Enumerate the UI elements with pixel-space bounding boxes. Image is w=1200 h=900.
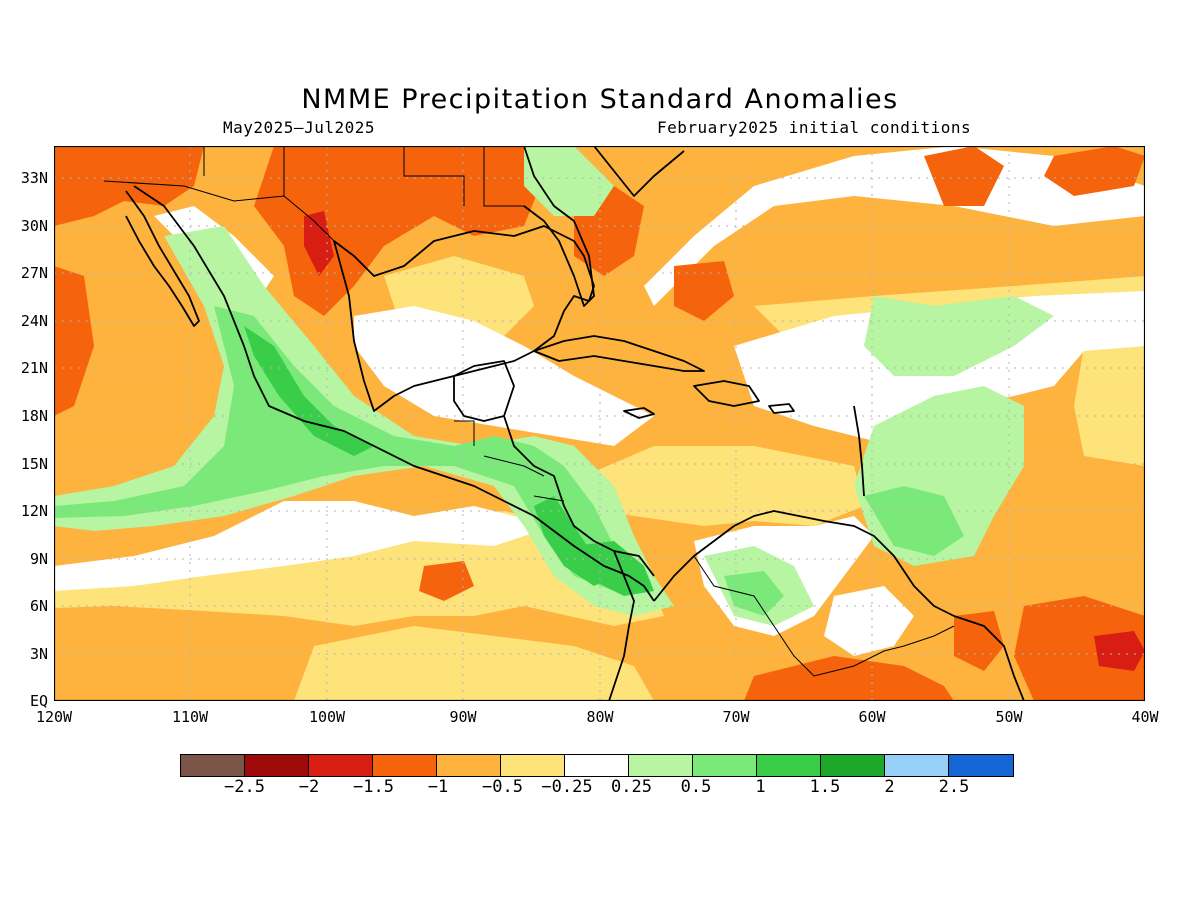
colorbar-swatch bbox=[885, 755, 949, 776]
lat-lon-grid bbox=[54, 146, 1145, 701]
zone-orange-amazon bbox=[744, 656, 954, 701]
colorbar-swatch bbox=[629, 755, 693, 776]
colorbar-label: −1 bbox=[427, 777, 449, 797]
lat-tick-label: 30N bbox=[20, 217, 48, 235]
border-us-mexico bbox=[103, 180, 335, 242]
lat-tick-label: 18N bbox=[20, 407, 48, 425]
lon-tick-label: 90W bbox=[449, 708, 477, 726]
lon-tick-label: 60W bbox=[858, 708, 886, 726]
chart-title: NMME Precipitation Standard Anomalies bbox=[301, 84, 899, 115]
colorbar-swatch bbox=[309, 755, 373, 776]
colorbar-label: 1.5 bbox=[809, 777, 841, 797]
anomaly-map bbox=[54, 146, 1145, 701]
colorbar-swatch bbox=[949, 755, 1013, 776]
forecast-period: May2025–Jul2025 bbox=[223, 118, 375, 137]
lat-tick-label: EQ bbox=[29, 692, 48, 710]
colorbar-label: 0.25 bbox=[611, 777, 652, 797]
zone-orange-bahamas bbox=[674, 261, 734, 321]
zone-white-central-pacific bbox=[54, 501, 554, 591]
zone-green-light-florida bbox=[524, 146, 614, 216]
coastlines bbox=[125, 146, 1025, 701]
colorbar-swatch bbox=[565, 755, 629, 776]
coastline-cuba bbox=[533, 335, 705, 372]
zone-red-east-atlantic bbox=[1094, 631, 1145, 671]
zone-green-light-atlantic-north bbox=[864, 296, 1054, 376]
border-central-america bbox=[454, 420, 565, 502]
country-borders bbox=[103, 146, 955, 677]
zone-green-strong-mexico bbox=[244, 326, 374, 456]
lat-tick-label: 6N bbox=[29, 597, 48, 615]
coastline-mexico-pacific bbox=[133, 185, 655, 602]
colorbar-label: −0.5 bbox=[482, 777, 523, 797]
colorbar-label: −2.5 bbox=[224, 777, 265, 797]
coastline-hispaniola bbox=[693, 380, 760, 407]
lon-tick-label: 40W bbox=[1131, 708, 1159, 726]
coastline-south-america-north bbox=[653, 510, 1025, 701]
map-frame bbox=[54, 146, 1145, 701]
colorbar-label: 0.5 bbox=[680, 777, 712, 797]
lat-tick-label: 15N bbox=[20, 455, 48, 473]
zone-green-medium-venezuela bbox=[724, 571, 784, 616]
lat-tick-label: 27N bbox=[20, 264, 48, 282]
zone-pale-yellow-east bbox=[1074, 341, 1145, 466]
lon-tick-label: 80W bbox=[586, 708, 614, 726]
initial-conditions: February2025 initial conditions bbox=[657, 118, 972, 137]
zone-orange-west-coast bbox=[54, 266, 94, 416]
colorbar-swatch bbox=[181, 755, 245, 776]
coastline-central-america-caribbean bbox=[503, 415, 655, 577]
zone-orange-atlantic-north-2 bbox=[1044, 146, 1145, 196]
zone-white-gulf-mexico bbox=[354, 306, 654, 446]
lat-tick-label: 24N bbox=[20, 312, 48, 330]
lat-tick-label: 33N bbox=[20, 169, 48, 187]
zone-orange-southwest bbox=[54, 146, 204, 226]
lon-tick-label: 120W bbox=[35, 708, 73, 726]
colorbar-label: 2.5 bbox=[938, 777, 970, 797]
lon-tick-label: 70W bbox=[722, 708, 750, 726]
colorbar-label: −0.25 bbox=[541, 777, 593, 797]
zone-pale-yellow-south bbox=[294, 626, 654, 701]
colorbar-label: 2 bbox=[884, 777, 895, 797]
lon-tick-label: 100W bbox=[308, 708, 346, 726]
zone-white-gulf-stream bbox=[644, 146, 1145, 306]
lat-tick-label: 12N bbox=[20, 502, 48, 520]
coastline-lesser-antilles bbox=[853, 405, 865, 497]
colorbar bbox=[180, 754, 1014, 777]
lat-tick-label: 3N bbox=[29, 645, 48, 663]
coastline-panama-colombia bbox=[608, 550, 635, 701]
lat-tick-label: 21N bbox=[20, 359, 48, 377]
colorbar-swatch bbox=[245, 755, 309, 776]
zone-pale-yellow-caribbean bbox=[574, 446, 864, 526]
zone-orange-atlantic-north-1 bbox=[924, 146, 1004, 206]
colorbar-label: 1 bbox=[755, 777, 766, 797]
border-us-states bbox=[203, 146, 524, 207]
coastline-baja bbox=[125, 190, 200, 327]
colorbar-swatch bbox=[821, 755, 885, 776]
zone-white-guianas bbox=[824, 586, 914, 656]
zone-green-strong-panama bbox=[574, 541, 654, 596]
colorbar-label: −1.5 bbox=[353, 777, 394, 797]
coastline-jamaica bbox=[623, 407, 655, 419]
zone-orange-northeast-sa bbox=[954, 611, 1004, 671]
colorbar-swatch bbox=[501, 755, 565, 776]
zone-orange-east-atlantic bbox=[1014, 596, 1145, 701]
coastline-us-east bbox=[593, 146, 685, 197]
lon-tick-label: 110W bbox=[171, 708, 209, 726]
colorbar-label: −2 bbox=[298, 777, 320, 797]
lat-tick-label: 9N bbox=[29, 550, 48, 568]
zone-green-medium-atlantic bbox=[864, 486, 964, 556]
colorbar-swatch bbox=[373, 755, 437, 776]
lon-tick-label: 50W bbox=[995, 708, 1023, 726]
colorbar-swatch bbox=[757, 755, 821, 776]
colorbar-swatch bbox=[437, 755, 501, 776]
coastline-puerto-rico bbox=[768, 403, 795, 414]
coastline-florida bbox=[523, 146, 595, 307]
zone-orange-pacific-blob bbox=[419, 561, 474, 601]
coastline-gulf bbox=[333, 225, 595, 412]
colorbar-swatch bbox=[693, 755, 757, 776]
border-south-america bbox=[693, 555, 955, 677]
